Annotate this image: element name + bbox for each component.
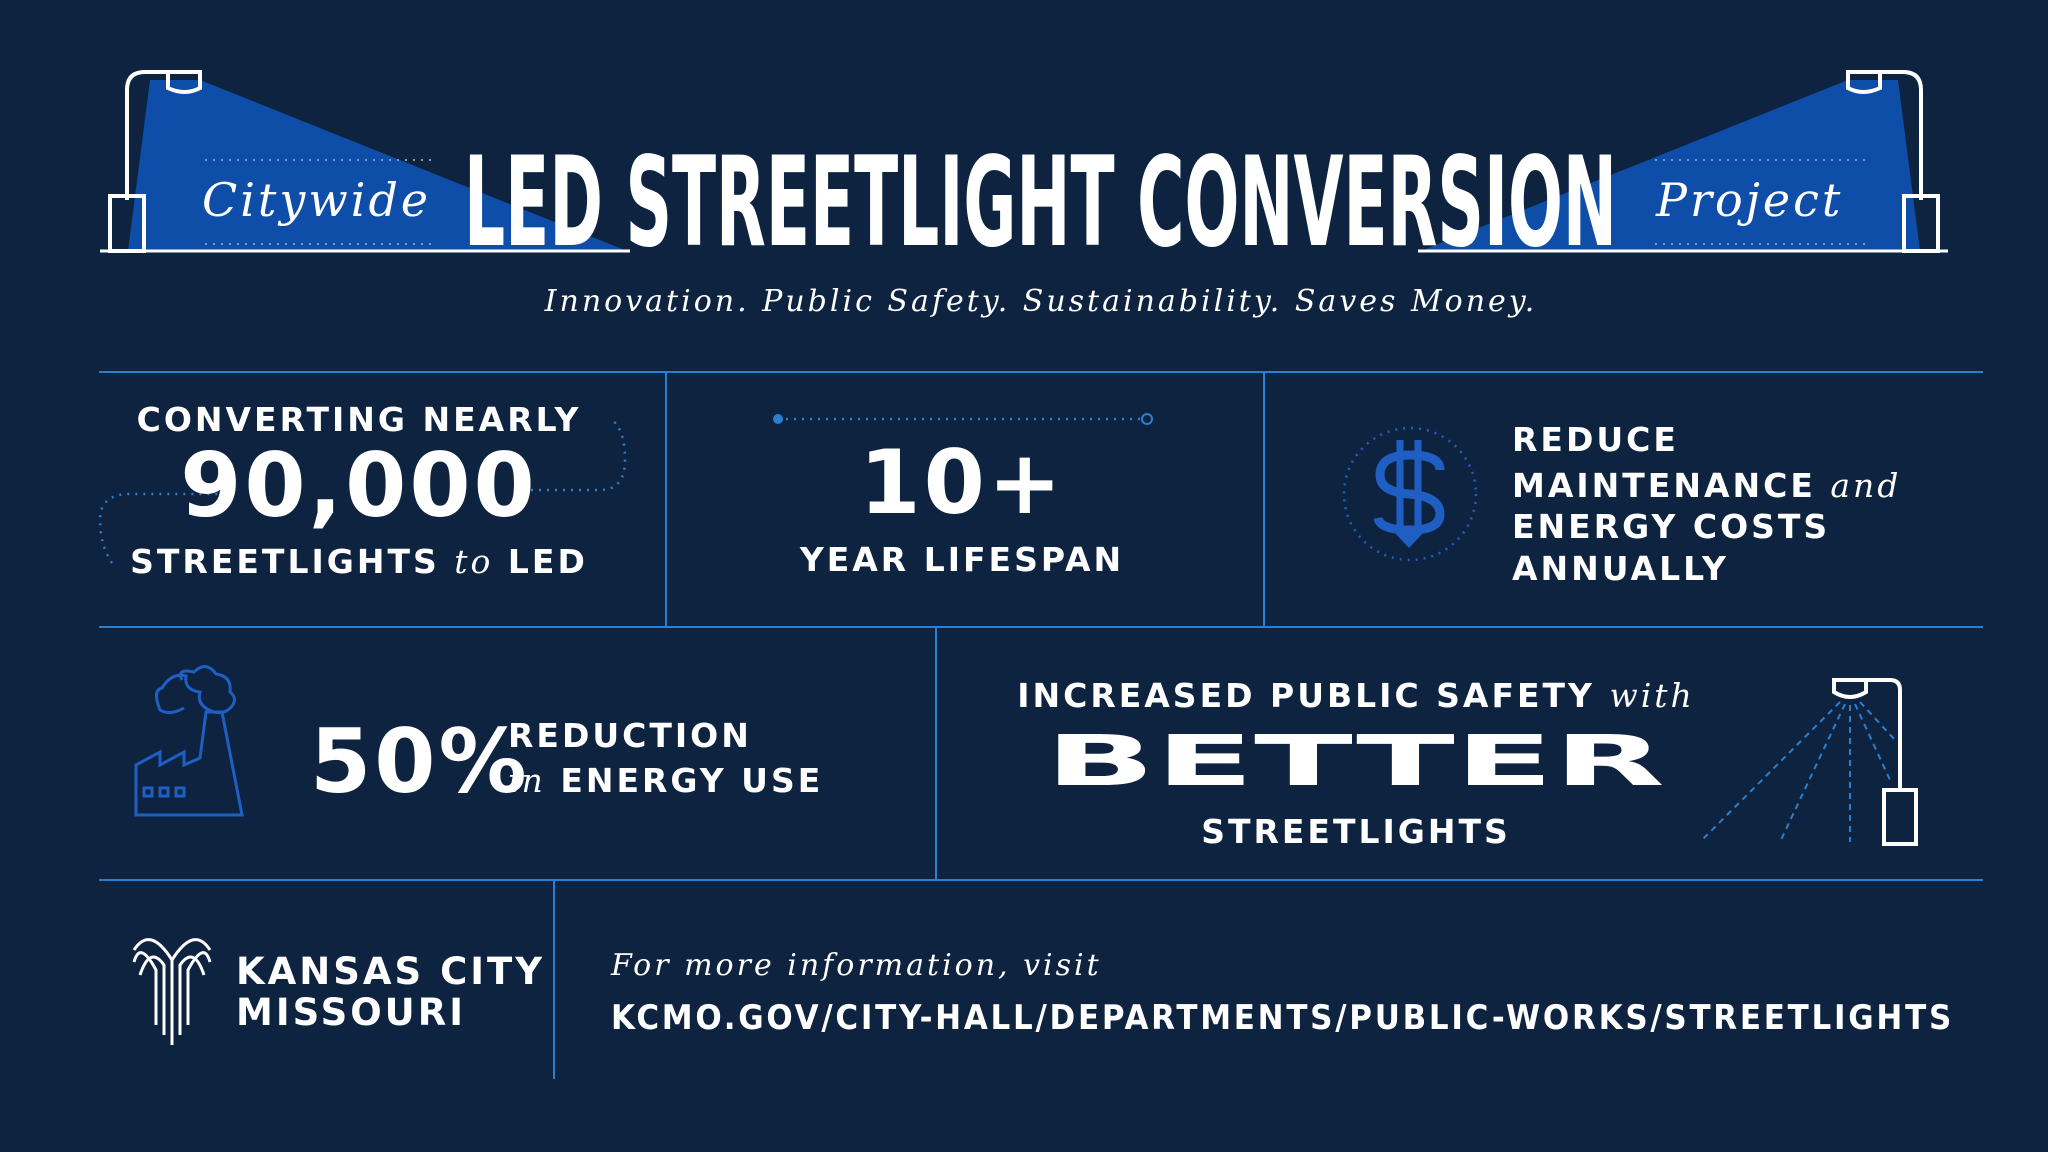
stat-line: ENERGY COSTS	[1512, 507, 1830, 546]
org-name: KANSAS CITY	[236, 950, 545, 993]
stat-caption: STREETLIGHTS	[1201, 812, 1511, 851]
stat-figure: 50%	[310, 710, 530, 813]
stat-caption: REDUCTION	[508, 716, 752, 755]
savings-icon	[1342, 426, 1478, 562]
stat-lead: INCREASED PUBLIC SAFETY with	[1017, 676, 1695, 715]
stat-lead: CONVERTING NEARLY	[137, 400, 582, 439]
city-logo	[132, 938, 212, 1045]
tagline: Innovation. Public Safety. Sustainabilit…	[544, 284, 1538, 319]
factory-icon	[134, 665, 244, 817]
streetlamp	[100, 70, 630, 253]
info-prompt: For more information, visit	[610, 948, 1102, 983]
stat-figure: 10+	[859, 431, 1064, 534]
stat-caption: STREETLIGHTS to LED	[130, 542, 588, 581]
light-beam	[1421, 80, 1920, 251]
stat-line: MAINTENANCE and	[1512, 466, 1901, 505]
org-name: MISSOURI	[236, 991, 466, 1034]
stat-line: ANNUALLY	[1512, 549, 1729, 588]
light-beam	[128, 80, 627, 251]
title-suffix: Project	[1655, 173, 1843, 227]
dotted-rule	[205, 159, 1868, 245]
divider	[99, 371, 1983, 1079]
dotted-path	[98, 419, 627, 564]
stat-caption: YEAR LIFESPAN	[799, 540, 1124, 579]
streetlamp	[1418, 70, 1948, 253]
stat-line: REDUCE	[1512, 420, 1679, 459]
streetlamp-icon	[1699, 678, 1918, 846]
title-prefix: Citywide	[202, 173, 431, 227]
stat-figure: 90,000	[180, 434, 538, 537]
title: LED STREETLIGHT CONVERSION	[464, 131, 1617, 275]
stat-caption: in ENERGY USE	[508, 761, 823, 800]
stat-figure: BETTER	[1045, 720, 1665, 802]
dotted-line	[773, 413, 1153, 425]
info-url[interactable]: KCMO.GOV/CITY-HALL/DEPARTMENTS/PUBLIC-WO…	[611, 998, 1954, 1038]
